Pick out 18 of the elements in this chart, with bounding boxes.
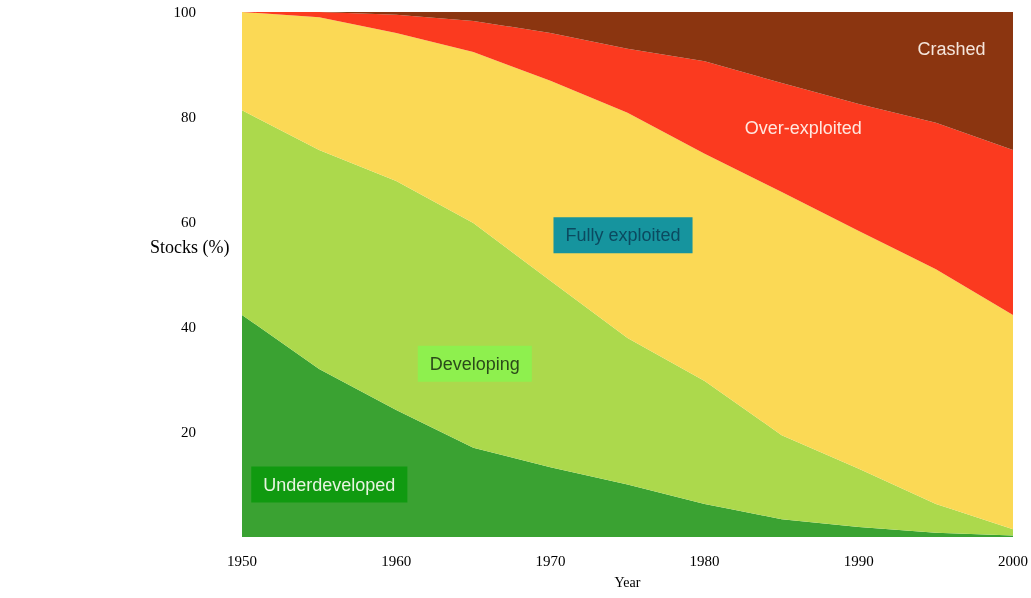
x-tick-label: 1950 [227, 552, 257, 569]
y-tick-label: 40 [181, 319, 196, 335]
x-axis-title: Year [614, 574, 641, 590]
x-tick-label: 1980 [689, 552, 720, 569]
y-tick-label: 20 [181, 424, 196, 440]
series-label: Over-exploited [744, 117, 862, 138]
y-axis-title: Stocks (%) [150, 237, 230, 258]
x-tick-label: 2000 [998, 552, 1028, 569]
x-tick-label: 1970 [535, 552, 566, 569]
series-label: Underdeveloped [263, 474, 396, 495]
x-tick-label: 1990 [843, 552, 874, 569]
x-tick-label: 1960 [381, 552, 412, 569]
series-label: Developing [429, 353, 520, 374]
series-label: Fully exploited [565, 225, 681, 246]
series-label: Crashed [917, 38, 986, 59]
y-tick-label: 100 [173, 4, 196, 20]
y-tick-label: 60 [181, 214, 196, 230]
y-tick-label: 80 [181, 109, 196, 125]
